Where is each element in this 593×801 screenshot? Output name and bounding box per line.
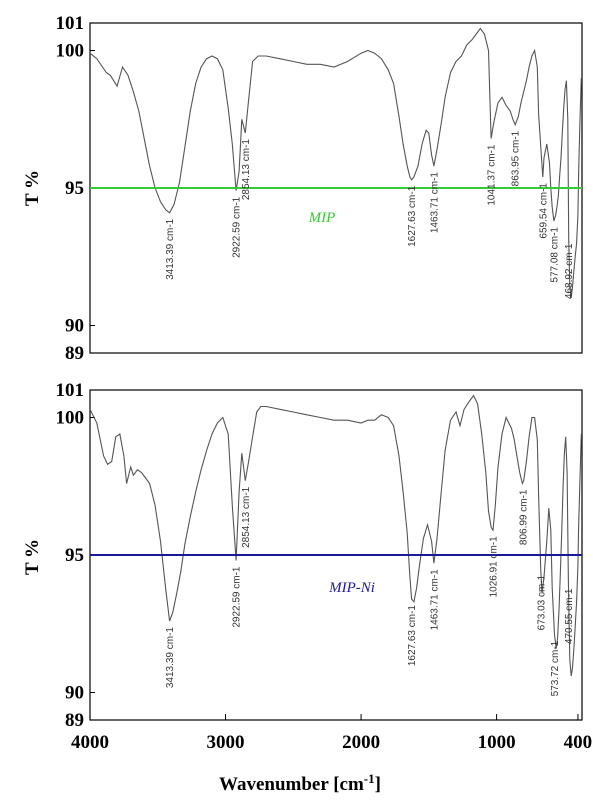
peak-label: 470.55 cm-1 [564, 588, 575, 644]
x-axis-title-main: Wavenumber [cm [219, 774, 364, 795]
y-tick-label: 95 [65, 545, 84, 566]
peak-label: 2854.13 cm-1 [241, 139, 252, 201]
peak-label: 577.08 cm-1 [549, 227, 560, 283]
x-tick-label: 4000 [71, 732, 109, 753]
peak-label: 2854.13 cm-1 [241, 486, 252, 548]
y-tick-label: 101 [56, 13, 85, 34]
peak-label: 863.95 cm-1 [511, 130, 522, 186]
sample-label: MIP [308, 210, 336, 226]
x-axis-title-end: ] [375, 774, 381, 795]
y-axis-title: T % [22, 170, 43, 206]
y-tick-label: 101 [56, 380, 85, 401]
y-axis-title: T % [22, 539, 43, 575]
peak-label: 3413.39 cm-1 [165, 218, 176, 280]
y-axis-ticks: 89 90 95 100 101 [56, 13, 95, 364]
x-axis-ticks: 4000 3000 2000 1000 400 [71, 714, 592, 753]
y-tick-label: 100 [56, 41, 85, 62]
y-tick-label: 89 [65, 710, 84, 731]
mip-ni-spectrum-line [89, 394, 582, 677]
x-tick-label: 3000 [207, 732, 245, 753]
y-tick-label: 95 [65, 178, 84, 199]
x-axis-title-sup: -1 [364, 771, 375, 786]
peak-label: 2922.59 cm-1 [232, 566, 243, 628]
peak-label: 659.54 cm-1 [538, 183, 549, 239]
peak-label: 1026.91 cm-1 [488, 536, 499, 598]
peak-label: 1463.71 cm-1 [429, 172, 440, 234]
peak-label: 806.99 cm-1 [518, 489, 529, 545]
sample-label: MIP-Ni [328, 580, 375, 596]
y-tick-label: 89 [65, 343, 84, 364]
peak-label: 2922.59 cm-1 [232, 196, 243, 258]
peak-label: 1463.71 cm-1 [429, 569, 440, 631]
peak-label: 573.72 cm-1 [550, 640, 561, 696]
peak-label: 468.92 cm-1 [564, 243, 575, 299]
y-axis-ticks: 89 90 95 100 101 [56, 380, 95, 731]
x-tick-label: 400 [564, 732, 593, 753]
peak-labels: 3413.39 cm-1 2922.59 cm-1 2854.13 cm-1 1627… [165, 486, 575, 696]
peak-label: 3413.39 cm-1 [165, 627, 176, 689]
mip-ni-spectrum-panel: 89 90 95 100 101 3413.39 cm-1 2922.59 cm-1 285… [22, 380, 583, 731]
y-tick-label: 90 [65, 683, 84, 704]
peak-label: 673.03 cm-1 [536, 574, 547, 630]
x-axis-title: Wavenumber [cm-1] [219, 771, 381, 795]
mip-spectrum-panel: 89 90 95 100 101 3413.39 cm-1 2922.59 cm-1285… [22, 13, 583, 364]
mip-spectrum-line [89, 27, 582, 299]
x-tick-label: 2000 [342, 732, 380, 753]
peak-label: 1041.37 cm-1 [487, 144, 498, 206]
y-tick-label: 90 [65, 316, 84, 337]
peak-label: 1627.63 cm-1 [407, 185, 418, 247]
y-tick-label: 100 [56, 408, 85, 429]
x-tick-label: 1000 [478, 732, 516, 753]
peak-label: 1627.63 cm-1 [407, 605, 418, 667]
